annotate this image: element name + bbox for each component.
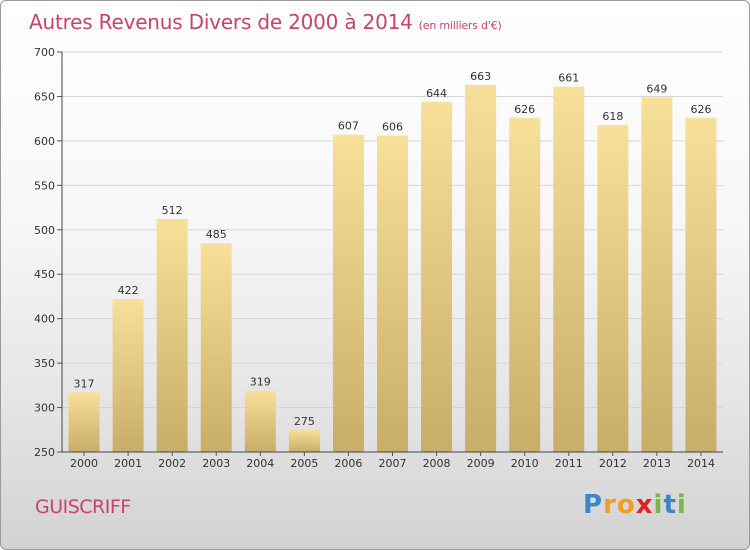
x-tick-label: 2007 xyxy=(379,457,407,470)
bar xyxy=(156,219,188,452)
bar xyxy=(68,392,100,452)
bar xyxy=(465,84,497,452)
chart-title: Autres Revenus Divers de 2000 à 2014 (en … xyxy=(29,10,502,34)
data-label: 618 xyxy=(602,110,623,123)
bar xyxy=(509,117,541,453)
x-tick-label: 2003 xyxy=(202,457,230,470)
data-label: 626 xyxy=(690,103,711,116)
x-axis-ticks: 2000 2001 2002 2003 2004 2005 2006 2007 2008 2009… xyxy=(70,452,715,470)
logo-letter: i xyxy=(653,490,664,520)
chart-unit-note: (en milliers d'€) xyxy=(418,19,502,32)
axes xyxy=(61,52,723,453)
bar xyxy=(685,117,717,453)
chart-title-text: Autres Revenus Divers de 2000 à 2014 xyxy=(29,10,413,34)
x-tick-label: 2012 xyxy=(599,457,627,470)
x-tick-label: 2005 xyxy=(290,457,318,470)
logo-letter: x xyxy=(635,490,654,520)
x-tick-label: 2002 xyxy=(158,457,186,470)
x-tick-label: 2000 xyxy=(70,457,98,470)
y-tick-label: 400 xyxy=(34,313,55,326)
y-tick-label: 250 xyxy=(34,446,55,459)
bar xyxy=(200,243,232,452)
bar xyxy=(553,86,585,453)
bar xyxy=(332,134,364,452)
logo-letter: i xyxy=(676,490,687,520)
y-tick-label: 300 xyxy=(34,402,55,415)
x-tick-label: 2008 xyxy=(423,457,451,470)
x-tick-label: 2009 xyxy=(467,457,495,470)
bar xyxy=(421,101,453,453)
data-label: 275 xyxy=(294,415,315,428)
y-tick-label: 700 xyxy=(34,46,55,59)
data-label: 607 xyxy=(338,120,359,133)
data-label: 485 xyxy=(206,228,227,241)
data-label: 626 xyxy=(514,103,535,116)
x-tick-label: 2014 xyxy=(687,457,715,470)
data-labels: 317 422 512 485 319 275 607 606 644 663 626 661 618 6… xyxy=(74,70,712,428)
data-label: 606 xyxy=(382,121,403,134)
y-tick-label: 650 xyxy=(34,90,55,103)
data-label: 317 xyxy=(74,377,95,390)
y-tick-label: 350 xyxy=(34,357,55,370)
bar xyxy=(288,429,320,452)
bar xyxy=(597,124,629,452)
data-label: 661 xyxy=(558,72,579,85)
data-label: 649 xyxy=(646,82,667,95)
x-tick-label: 2006 xyxy=(334,457,362,470)
x-tick-label: 2001 xyxy=(114,457,142,470)
logo-letter: o xyxy=(616,490,636,520)
y-axis-ticks: 250 300 350 400 450 500 550 600 650 700 xyxy=(34,46,62,459)
logo-letter: r xyxy=(603,490,617,520)
x-tick-label: 2010 xyxy=(511,457,539,470)
data-label: 319 xyxy=(250,376,271,389)
y-tick-label: 500 xyxy=(34,224,55,237)
x-tick-label: 2011 xyxy=(555,457,583,470)
bars xyxy=(68,84,717,453)
data-label: 512 xyxy=(162,204,183,217)
y-tick-label: 450 xyxy=(34,268,55,281)
data-label: 663 xyxy=(470,70,491,83)
proxiti-logo: Proxiti xyxy=(583,490,687,520)
data-label: 644 xyxy=(426,87,447,100)
logo-letter: P xyxy=(583,490,604,520)
data-label: 422 xyxy=(118,284,139,297)
bar xyxy=(244,390,276,452)
logo-letter: t xyxy=(663,490,677,520)
bar xyxy=(377,135,408,453)
bar xyxy=(112,299,144,452)
y-tick-label: 600 xyxy=(34,135,55,148)
bar xyxy=(641,97,673,452)
y-tick-label: 550 xyxy=(34,179,55,192)
town-name: GUISCRIFF xyxy=(35,496,131,518)
x-tick-label: 2013 xyxy=(643,457,671,470)
x-tick-label: 2004 xyxy=(246,457,274,470)
